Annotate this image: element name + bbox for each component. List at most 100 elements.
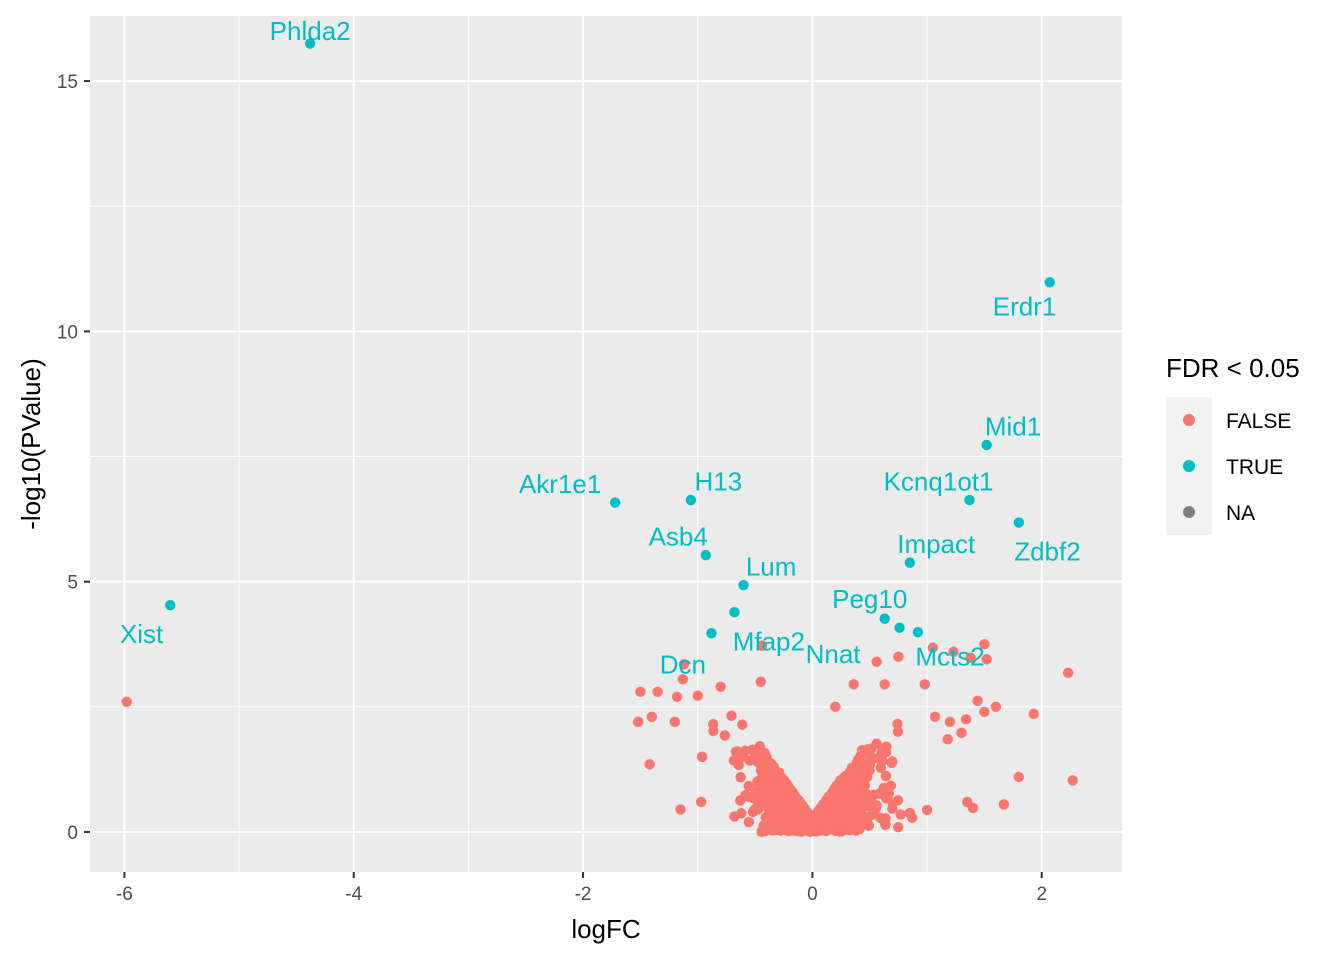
nonsignificant-point (883, 788, 894, 799)
gene-label: Peg10 (832, 584, 907, 614)
nonsignificant-point (840, 771, 851, 782)
x-tick-label: -6 (116, 884, 133, 905)
significant-point (685, 494, 697, 506)
legend-entry-label: NA (1226, 502, 1255, 525)
nonsignificant-point (802, 817, 814, 828)
nonsignificant-point (121, 696, 132, 708)
nonsignificant-point (856, 745, 868, 756)
x-axis-title: logFC (571, 914, 640, 944)
nonsignificant-point (695, 796, 707, 808)
significant-point (981, 439, 992, 451)
nonsignificant-point (919, 679, 930, 690)
y-tick-label: 5 (67, 573, 78, 594)
gene-label: Erdr1 (993, 291, 1057, 321)
nonsignificant-point (822, 812, 834, 823)
nonsignificant-point (756, 640, 768, 651)
y-axis-title: -log10(PValue) (16, 358, 46, 530)
nonsignificant-point (675, 804, 686, 815)
nonsignificant-point (828, 799, 840, 810)
nonsignificant-point (1062, 667, 1074, 678)
nonsignificant-point (929, 711, 941, 723)
nonsignificant-point (828, 822, 839, 833)
nonsignificant-point (960, 714, 972, 725)
nonsignificant-point (948, 646, 959, 657)
nonsignificant-point (830, 701, 841, 713)
nonsignificant-point (669, 716, 680, 728)
nonsignificant-point (652, 686, 663, 697)
significant-point (738, 579, 749, 591)
nonsignificant-point (836, 809, 847, 820)
nonsignificant-point (817, 799, 829, 810)
nonsignificant-point (692, 690, 703, 701)
nonsignificant-point (859, 780, 870, 791)
x-tick-label: 2 (1036, 884, 1047, 905)
nonsignificant-point (893, 822, 904, 833)
nonsignificant-point (921, 804, 933, 816)
legend-entry-label: FALSE (1226, 410, 1291, 433)
gene-label: Asb4 (649, 522, 708, 552)
nonsignificant-point (979, 706, 990, 718)
gene-label: Mid1 (985, 411, 1041, 441)
legend-key (1183, 414, 1195, 426)
nonsignificant-point (715, 681, 726, 692)
major-gridlines (90, 16, 1122, 872)
nonsignificant-point (812, 808, 824, 820)
nonsignificant-point (736, 808, 747, 819)
significant-point (304, 38, 316, 49)
nonsignificant-point (735, 771, 746, 783)
nonsignificant-point (1067, 775, 1078, 786)
plot-panel (90, 16, 1122, 872)
legend-entry-label: TRUE (1226, 456, 1283, 479)
nonsignificant-point (965, 652, 976, 663)
nonsignificant-point (785, 786, 797, 798)
nonsignificant-point (756, 784, 768, 795)
significant-point (964, 494, 975, 506)
nonsignificant-point (967, 802, 979, 814)
nonsignificant-point (696, 751, 708, 763)
y-axis: 0 5 10 15 (57, 72, 90, 844)
nonsignificant-point (771, 780, 783, 791)
nonsignificant-point (979, 639, 990, 650)
legend: FDR < 0.05 FALSE TRUE NA (1166, 353, 1300, 535)
nonsignificant-point (881, 741, 892, 752)
nonsignificant-point (887, 797, 899, 808)
gene-label: Zdbf2 (1014, 537, 1081, 567)
y-tick-label: 0 (67, 823, 78, 844)
nonsignificant-point (880, 819, 891, 830)
nonsignificant-point (719, 730, 731, 741)
significant-point (1013, 517, 1024, 528)
nonsignificant-point (830, 790, 841, 802)
nonsignificant-point (892, 726, 904, 737)
nonsignificant-point (892, 718, 903, 730)
gene-label: Lum (746, 552, 797, 582)
nonsignificant-point (812, 819, 823, 830)
nonsignificant-point (893, 651, 904, 662)
gene-label: H13 (695, 467, 743, 497)
gene-label: Mfap2 (733, 627, 805, 657)
significant-point (894, 622, 905, 633)
nonsignificant-point (746, 791, 757, 802)
significant-point (1044, 277, 1055, 288)
nonsignificant-point (769, 769, 780, 781)
nonsignificant-point (839, 824, 850, 835)
nonsignificant-point (879, 679, 890, 690)
nonsignificant-point (646, 711, 658, 723)
nonsignificant-point (735, 795, 746, 806)
gene-label: Kcnq1ot1 (884, 467, 994, 497)
gene-label: Nnat (806, 639, 862, 669)
significant-point (165, 599, 176, 611)
nonsignificant-point (844, 790, 855, 801)
nonsignificant-point (671, 691, 683, 702)
significant-point (609, 497, 621, 508)
nonsignificant-point (743, 816, 755, 828)
nonsignificant-point (726, 710, 737, 721)
gene-label: Xist (120, 619, 164, 649)
nonsignificant-point (757, 751, 768, 762)
gene-label: Impact (897, 529, 976, 559)
nonsignificant-point (773, 820, 784, 832)
gene-label: Akr1e1 (519, 469, 601, 499)
significant-point (729, 606, 740, 618)
nonsignificant-point (972, 695, 983, 706)
significant-point (904, 557, 916, 568)
